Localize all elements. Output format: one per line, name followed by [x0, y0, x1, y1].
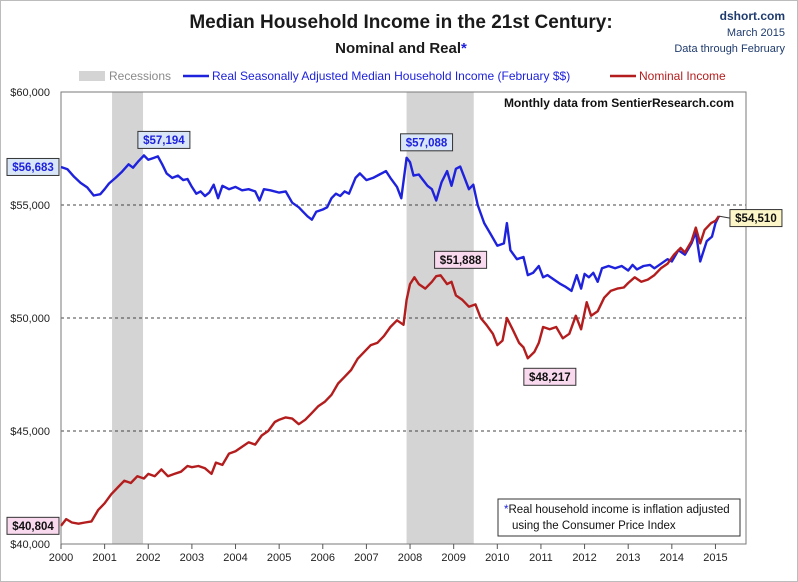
- series-lines: [60, 154, 720, 527]
- x-tick-label-1: 2001: [92, 552, 116, 564]
- source-site: dshort.com: [720, 9, 785, 23]
- x-tick-label-2: 2002: [136, 552, 160, 564]
- callout-box: [6, 157, 60, 176]
- x-tick-label-9: 2009: [441, 552, 465, 564]
- y-tick-label-3: $55,000: [10, 200, 50, 212]
- source-date: March 2015: [727, 27, 785, 39]
- callout-box: [400, 133, 454, 152]
- callout-text: $48,217: [529, 372, 571, 384]
- source-range: Data through February: [674, 43, 785, 55]
- legend-recession-swatch: [79, 71, 105, 81]
- chart-subtitle: Nominal and Real*: [335, 40, 467, 57]
- x-tick-label-8: 2008: [398, 552, 422, 564]
- x-tick-label-14: 2014: [660, 552, 684, 564]
- value-callouts: $56,683 $57,194 $57,088 $54,510 $51,888 $48,2…: [6, 130, 783, 535]
- plot-area-border: [60, 91, 747, 545]
- legend-real: Real Seasonally Adjusted Median Househol…: [212, 69, 570, 83]
- footnote-line-2: using the Consumer Price Index: [512, 520, 676, 532]
- x-tick-label-11: 2011: [529, 552, 553, 564]
- nominal-income-line: [60, 215, 720, 527]
- callout-box: [137, 130, 191, 149]
- x-tick-label-3: 2003: [180, 552, 204, 564]
- callout-48217: $48,217: [523, 367, 577, 386]
- callout-box: [523, 367, 577, 386]
- callout-box: [434, 250, 488, 269]
- y-tick-label-1: $45,000: [10, 426, 50, 438]
- callout-40804: $40,804: [6, 516, 60, 535]
- footnote-box: [497, 498, 741, 537]
- x-tick-label-10: 2010: [485, 552, 509, 564]
- x-tick-label-0: 2000: [49, 552, 73, 564]
- callout-box: [729, 209, 783, 228]
- y-tick-label-2: $50,000: [10, 313, 50, 325]
- callout-56683: $56,683: [6, 157, 60, 176]
- footnote-text-1: Real household income is inflation adjus…: [508, 504, 729, 516]
- callout-57194: $57,194: [137, 130, 191, 149]
- callout-leader: [718, 215, 731, 219]
- callout-text: $51,888: [440, 255, 482, 267]
- x-tick-label-15: 2015: [703, 552, 727, 564]
- axis-labels: $40,000 $45,000 $50,000 $55,000 $60,000 2000 2…: [10, 87, 727, 564]
- callout-text: $57,194: [143, 135, 185, 147]
- callout-text: $56,683: [12, 162, 54, 174]
- callout-51888: $51,888: [434, 250, 488, 269]
- data-source-note: Monthly data from SentierResearch.com: [504, 96, 734, 110]
- y-tick-label-4: $60,000: [10, 87, 50, 99]
- footnote-asterisk: *: [504, 504, 509, 516]
- x-tick-label-7: 2007: [354, 552, 378, 564]
- x-tick-label-5: 2005: [267, 552, 291, 564]
- callout-text: $40,804: [12, 521, 54, 533]
- legend-recessions: Recessions: [109, 69, 171, 83]
- chart-subtitle-text: Nominal and Real: [335, 40, 461, 57]
- callout-54510: $54,510: [718, 209, 783, 228]
- y-tick-label-0: $40,000: [10, 539, 50, 551]
- callout-text: $57,088: [406, 137, 448, 149]
- legend-nominal: Nominal Income: [639, 69, 726, 83]
- callout-57088: $57,088: [400, 133, 454, 152]
- x-tick-label-4: 2004: [223, 552, 247, 564]
- chart-title: Median Household Income in the 21st Cent…: [189, 12, 612, 33]
- callout-box: [6, 516, 60, 535]
- subtitle-asterisk: *: [461, 40, 467, 57]
- real-income-line: [60, 154, 720, 293]
- x-tick-label-12: 2012: [572, 552, 596, 564]
- callout-text: $54,510: [735, 213, 777, 225]
- footnote-line-1: *Real household income is inflation adju…: [504, 504, 730, 516]
- x-tick-label-13: 2013: [616, 552, 640, 564]
- x-tick-label-6: 2006: [311, 552, 335, 564]
